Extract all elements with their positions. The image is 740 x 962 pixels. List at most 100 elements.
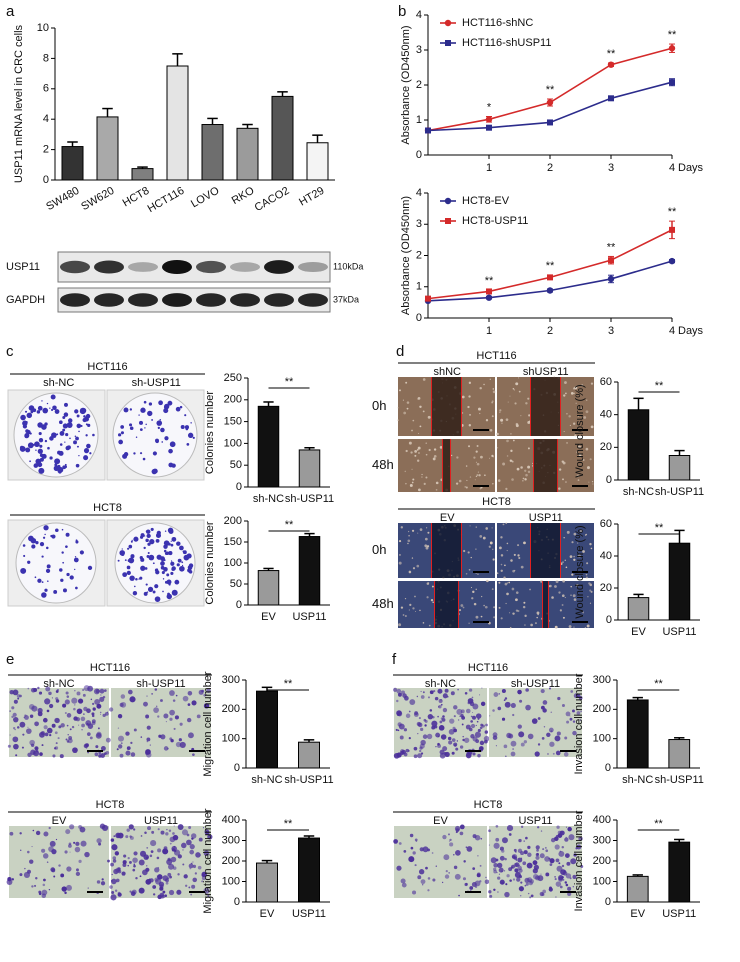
cell bbox=[459, 824, 465, 830]
cell bbox=[120, 694, 126, 699]
cell bbox=[520, 415, 522, 417]
wound-gap bbox=[442, 439, 451, 492]
cell bbox=[402, 614, 405, 616]
cell bbox=[549, 858, 555, 864]
cell bbox=[117, 832, 124, 839]
colony bbox=[43, 525, 49, 531]
colony bbox=[170, 540, 172, 542]
x-tick-label: 4 bbox=[669, 162, 675, 174]
y-tick-label: 200 bbox=[593, 703, 611, 715]
cell bbox=[29, 714, 34, 718]
colony bbox=[76, 414, 80, 418]
group-title: HCT116 bbox=[476, 350, 516, 362]
cell bbox=[590, 547, 593, 550]
cell bbox=[514, 862, 520, 868]
cell bbox=[483, 604, 485, 607]
cell bbox=[36, 750, 39, 753]
colony bbox=[128, 557, 135, 564]
colony bbox=[164, 568, 166, 570]
colony bbox=[32, 408, 37, 413]
cell bbox=[559, 850, 562, 853]
cell bbox=[506, 824, 514, 832]
legend-marker bbox=[445, 218, 451, 224]
cell bbox=[559, 830, 564, 835]
cell bbox=[31, 846, 33, 848]
x-axis-label: Days bbox=[678, 162, 704, 174]
cell bbox=[81, 729, 83, 731]
cell bbox=[48, 888, 51, 891]
cell bbox=[568, 415, 571, 418]
cell bbox=[150, 840, 157, 847]
cell bbox=[110, 838, 115, 842]
cell bbox=[561, 460, 564, 463]
cell bbox=[66, 740, 70, 743]
colony bbox=[182, 550, 187, 555]
marker bbox=[608, 257, 614, 264]
cell bbox=[469, 727, 473, 732]
cell bbox=[91, 702, 95, 706]
x-tick-label: sh-USP11 bbox=[655, 774, 704, 786]
cell bbox=[66, 713, 72, 718]
colony bbox=[171, 589, 178, 596]
cell bbox=[520, 825, 524, 829]
cell bbox=[177, 854, 182, 859]
cell bbox=[13, 743, 19, 750]
cell bbox=[13, 699, 18, 704]
cell bbox=[578, 453, 582, 457]
cell bbox=[87, 751, 89, 754]
colony bbox=[124, 559, 127, 562]
colony bbox=[152, 451, 157, 456]
cell bbox=[484, 474, 486, 477]
cell bbox=[420, 690, 422, 693]
cell bbox=[156, 705, 158, 707]
cell bbox=[523, 541, 526, 545]
cell bbox=[27, 687, 30, 690]
cell bbox=[470, 715, 473, 718]
cell bbox=[511, 460, 514, 463]
cell bbox=[518, 556, 521, 560]
cell bbox=[472, 867, 476, 871]
cell bbox=[185, 874, 187, 876]
y-tick-label: 400 bbox=[593, 814, 611, 826]
cell bbox=[393, 687, 398, 692]
cell bbox=[408, 856, 415, 863]
cell bbox=[447, 736, 452, 741]
cell bbox=[39, 731, 45, 738]
bar bbox=[626, 875, 649, 903]
image-label: sh-NC bbox=[425, 678, 456, 690]
colony bbox=[36, 410, 41, 414]
cell bbox=[444, 874, 450, 879]
cell bbox=[105, 750, 110, 755]
cell bbox=[396, 699, 399, 703]
colony bbox=[126, 570, 131, 575]
y-tick-label: 100 bbox=[593, 733, 611, 745]
cell bbox=[74, 748, 77, 751]
x-tick-label: LOVO bbox=[189, 185, 222, 211]
cell bbox=[432, 601, 434, 604]
cell bbox=[491, 401, 494, 404]
colony bbox=[147, 410, 153, 417]
cell bbox=[459, 715, 461, 718]
cell bbox=[187, 690, 193, 696]
significance: ** bbox=[654, 818, 663, 830]
cell bbox=[138, 859, 145, 866]
cell bbox=[173, 825, 175, 827]
cell bbox=[192, 861, 194, 863]
cell bbox=[416, 448, 419, 451]
blot-band bbox=[298, 293, 328, 307]
cell bbox=[513, 553, 516, 556]
cell bbox=[463, 737, 470, 743]
colony bbox=[155, 438, 159, 443]
cell bbox=[479, 740, 485, 746]
cell bbox=[426, 582, 430, 585]
cell bbox=[112, 859, 117, 863]
cell bbox=[484, 730, 488, 734]
cell bbox=[202, 827, 205, 829]
cell bbox=[497, 479, 501, 482]
cell bbox=[475, 548, 477, 550]
marker bbox=[668, 45, 676, 52]
cell bbox=[109, 885, 113, 889]
cell bbox=[578, 696, 583, 700]
x-tick-label: sh-NC bbox=[623, 486, 654, 498]
cell bbox=[125, 750, 131, 756]
